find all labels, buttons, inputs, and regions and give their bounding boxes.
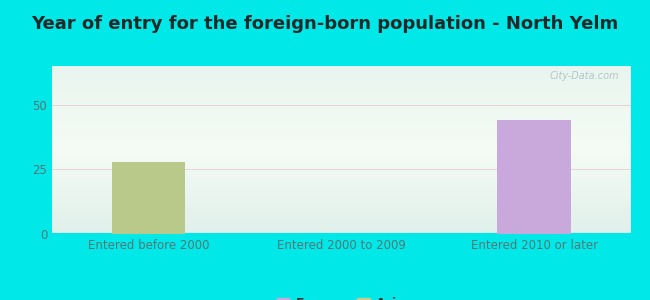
Text: City-Data.com: City-Data.com — [549, 71, 619, 81]
Legend: Europe, Asia: Europe, Asia — [272, 292, 411, 300]
Text: Year of entry for the foreign-born population - North Yelm: Year of entry for the foreign-born popul… — [31, 15, 619, 33]
Bar — [112, 162, 185, 234]
Bar — [497, 120, 571, 234]
